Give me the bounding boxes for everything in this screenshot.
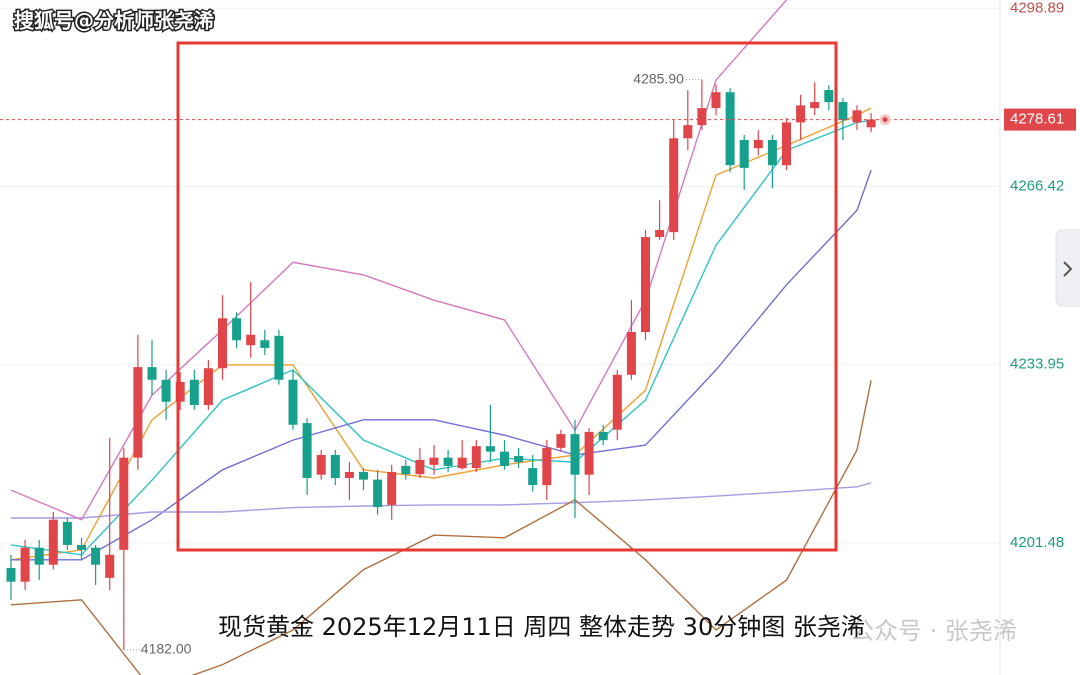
candle-body bbox=[20, 547, 30, 582]
candle-body bbox=[528, 468, 538, 486]
candle-body bbox=[796, 105, 806, 123]
candle-body bbox=[62, 521, 72, 545]
candle-body bbox=[401, 465, 411, 475]
candle-body bbox=[105, 554, 115, 578]
candle-body bbox=[246, 334, 256, 346]
candle-body bbox=[274, 335, 284, 380]
candle-body bbox=[683, 125, 693, 139]
candle-body bbox=[838, 102, 848, 121]
side-toggle[interactable] bbox=[1055, 229, 1080, 307]
candle-body bbox=[584, 431, 594, 475]
last-price-dot bbox=[879, 114, 891, 126]
candle-body bbox=[302, 423, 312, 478]
candle-body bbox=[189, 379, 199, 405]
candle-body bbox=[387, 471, 397, 505]
highlight-box bbox=[176, 41, 838, 552]
y-tick-label: 4233.95 bbox=[1010, 356, 1064, 373]
chevron-icon bbox=[1063, 261, 1073, 277]
candle-body bbox=[739, 139, 749, 168]
candle-body bbox=[415, 459, 425, 475]
candle-body bbox=[175, 381, 185, 402]
candle-body bbox=[260, 340, 270, 348]
candle-body bbox=[570, 434, 580, 475]
candle-body bbox=[429, 457, 439, 465]
y-tick-label: 4298.89 bbox=[1010, 0, 1064, 16]
candle-body bbox=[34, 547, 44, 565]
candle-body bbox=[330, 454, 340, 478]
candle-body bbox=[471, 446, 481, 469]
candle-body bbox=[316, 454, 326, 475]
candle-body bbox=[6, 567, 16, 582]
candle-body bbox=[119, 457, 129, 550]
candle-body bbox=[288, 379, 298, 425]
candle-body bbox=[556, 434, 566, 448]
candle-body bbox=[443, 457, 453, 466]
indicator-line bbox=[10, 119, 872, 556]
plot-area bbox=[0, 0, 1000, 675]
candle-body bbox=[147, 367, 157, 380]
watermark: 搜狐号@分析师张尧浠 bbox=[14, 9, 214, 33]
indicator-line bbox=[11, 482, 872, 519]
candle-body bbox=[697, 108, 707, 126]
candle-body bbox=[373, 479, 383, 508]
candle-body bbox=[161, 379, 171, 402]
candle-body bbox=[782, 122, 791, 166]
y-tick-label: 4201.48 bbox=[1010, 534, 1064, 551]
candle-body bbox=[852, 110, 862, 123]
candle-body bbox=[91, 547, 101, 565]
candle-body bbox=[767, 139, 777, 166]
y-tick-label: 4266.42 bbox=[1010, 177, 1064, 194]
candle-body bbox=[655, 229, 665, 238]
candle-body bbox=[457, 457, 467, 469]
indicator-line bbox=[10, 380, 872, 675]
candle-body bbox=[542, 447, 552, 486]
candle-body bbox=[359, 471, 368, 480]
candle-body bbox=[500, 451, 509, 466]
high-label: 4285.90 bbox=[633, 70, 684, 86]
candle-body bbox=[514, 456, 524, 463]
candle-body bbox=[725, 92, 735, 166]
candle-body bbox=[711, 92, 721, 109]
faint-watermark: 公众号 · 张尧浠 bbox=[850, 617, 1017, 645]
candle-body bbox=[344, 471, 354, 478]
candle-body bbox=[810, 102, 820, 109]
candle-body bbox=[612, 374, 622, 430]
candle-body bbox=[133, 367, 143, 458]
caption: 现货黄金 2025年12月11日 周四 整体走势 30分钟图 张尧浠 bbox=[218, 613, 865, 641]
candle-body bbox=[77, 544, 86, 550]
candle-body bbox=[218, 318, 227, 369]
candle-body bbox=[669, 138, 679, 233]
candle-body bbox=[232, 318, 242, 341]
candle-body bbox=[598, 431, 608, 441]
low-label: 4182.00 bbox=[141, 640, 192, 656]
candle-body bbox=[626, 332, 636, 375]
last-price-label: 4278.61 bbox=[1010, 111, 1064, 128]
candle-body bbox=[866, 119, 876, 128]
last-price-box bbox=[1004, 108, 1076, 131]
candle-body bbox=[203, 368, 213, 405]
candle-body bbox=[824, 90, 834, 103]
candle-body bbox=[753, 139, 763, 149]
candle-body bbox=[641, 237, 650, 333]
candle-body bbox=[485, 446, 495, 452]
candle-body bbox=[48, 519, 58, 565]
